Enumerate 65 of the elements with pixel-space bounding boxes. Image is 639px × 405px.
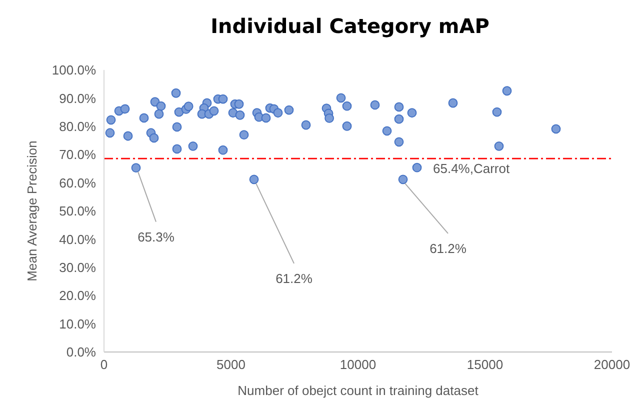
point [106, 115, 116, 125]
point [120, 104, 130, 114]
point [154, 109, 164, 119]
point [370, 100, 380, 110]
annotation: 65.4%,Carrot [433, 161, 510, 176]
x-tick-label: 15000 [466, 357, 504, 372]
point [284, 105, 294, 115]
point [123, 131, 133, 141]
point [324, 114, 334, 123]
point [171, 88, 181, 98]
y-tick-label: 50.0% [59, 204, 96, 219]
point [502, 86, 512, 96]
annotation: 61.2% [430, 240, 467, 256]
point [149, 133, 159, 143]
y-tick-label: 0.0% [66, 344, 96, 360]
point [172, 122, 182, 132]
point [336, 93, 346, 103]
point [218, 94, 228, 104]
point [239, 130, 249, 140]
point [394, 137, 404, 147]
point [261, 113, 271, 123]
point [551, 124, 561, 134]
point [209, 106, 219, 116]
point [492, 107, 502, 117]
point [301, 120, 311, 130]
point [105, 128, 115, 138]
y-tick-label: 20.0% [59, 288, 96, 304]
y-tick-label: 10.0% [59, 316, 96, 332]
point [273, 108, 283, 118]
point [249, 174, 259, 184]
point [131, 163, 141, 173]
point [188, 141, 198, 151]
point [382, 126, 392, 136]
point [139, 113, 149, 123]
point [448, 98, 458, 108]
y-tick-label: 80.0% [59, 119, 96, 134]
y-tick-label: 90.0% [59, 90, 96, 106]
point [218, 145, 228, 155]
point [398, 174, 408, 184]
y-tick-label: 30.0% [59, 260, 96, 276]
point [172, 144, 182, 154]
point [342, 101, 352, 111]
point [394, 114, 404, 124]
point [156, 101, 166, 111]
y-axis-title: Mean Average Precision [24, 140, 40, 282]
y-tick-label: 100.0% [52, 62, 96, 78]
point [407, 108, 417, 118]
annotation: 65.3% [138, 229, 175, 244]
x-tick-label: 20000 [594, 357, 630, 372]
point [412, 162, 422, 172]
x-axis-title: Number of obejct count in training dataset [238, 383, 479, 398]
x-tick-label: 0 [100, 357, 108, 372]
point [235, 110, 245, 120]
point [234, 99, 244, 109]
point [342, 121, 352, 131]
point [394, 102, 404, 112]
chart-title: Individual Category mAP [210, 14, 490, 38]
point [494, 141, 504, 151]
y-tick-label: 60.0% [59, 175, 96, 190]
x-tick-label: 10000 [340, 357, 376, 372]
y-tick-label: 40.0% [59, 232, 96, 247]
y-tick-label: 70.0% [59, 147, 96, 162]
annotation: 61.2% [276, 270, 313, 286]
point [184, 102, 194, 112]
x-tick-label: 5000 [216, 357, 246, 372]
